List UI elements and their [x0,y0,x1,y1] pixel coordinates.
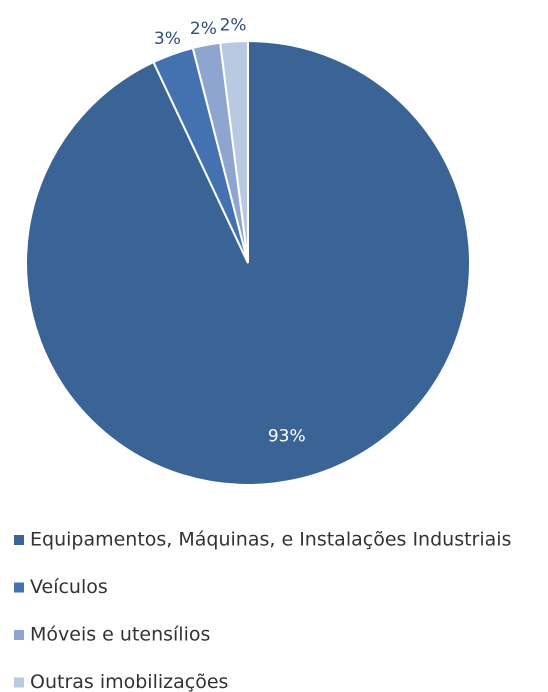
value-label: 2% [220,15,247,35]
value-label: 2% [190,19,217,39]
value-label: 93% [268,426,306,446]
legend-swatch [14,630,24,640]
pie-slice [219,39,249,264]
value-label: 3% [154,29,181,49]
legend-swatch [14,535,24,545]
legend-swatch [14,677,24,688]
legend-swatch [14,582,24,593]
legend-label: Outras imobilizações [30,671,228,692]
legend-label: Móveis e utensílios [30,624,210,646]
legend-label: Equipamentos, Máquinas, e Instalações In… [30,529,511,551]
legend-label: Veículos [30,576,108,598]
